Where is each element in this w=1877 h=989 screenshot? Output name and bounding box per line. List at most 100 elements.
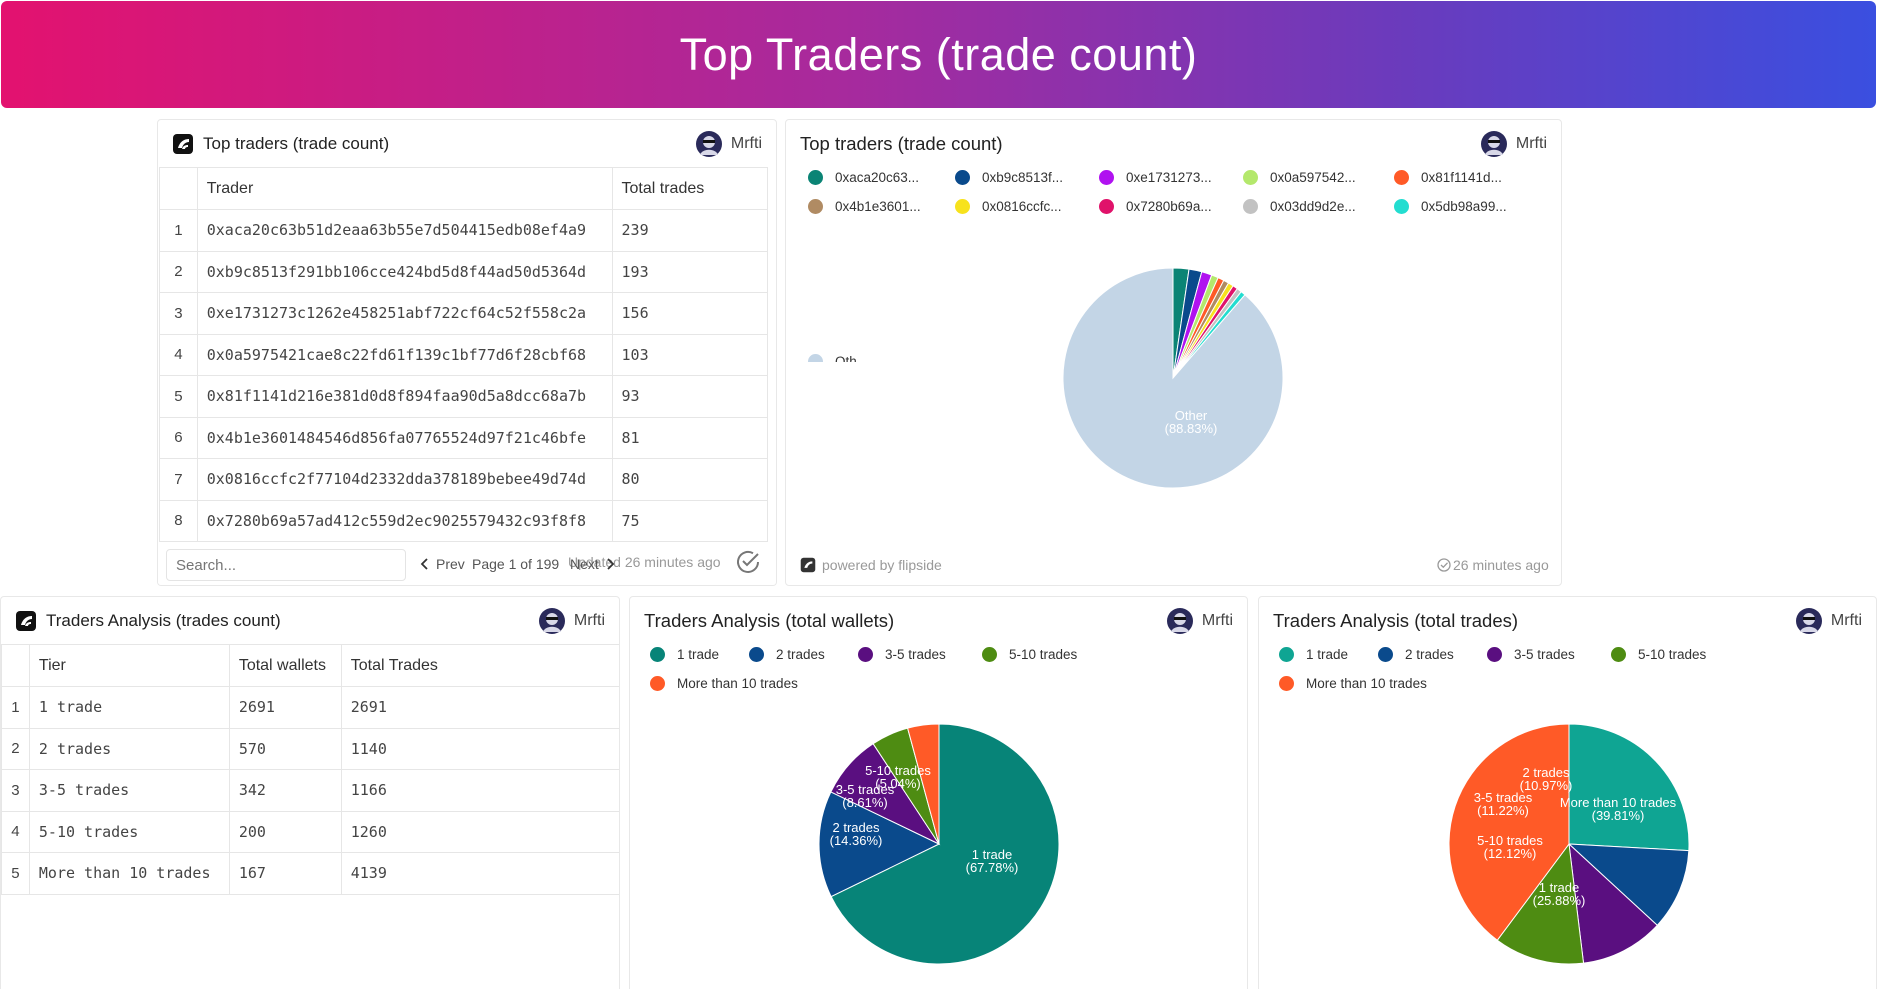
legend-label: 0x5db98a99... — [1421, 199, 1507, 214]
table-row[interactable]: 3 0xe1731273c1262e458251abf722cf64c52f558… — [159, 292, 768, 335]
next-page-button[interactable]: Next — [570, 556, 615, 572]
author-link[interactable]: Mrfti — [1480, 130, 1547, 157]
legend-item[interactable]: 0x7280b69a... — [1099, 199, 1212, 214]
chevron-right-icon — [607, 558, 615, 570]
pie-slice[interactable] — [1567, 843, 1690, 927]
legend-overflow-item[interactable]: Oth — [808, 354, 868, 362]
author-link[interactable]: Mrfti — [1795, 607, 1862, 634]
legend-item[interactable]: 0xaca20c63... — [808, 170, 919, 185]
table-row[interactable]: 4 0x0a5975421cae8c22fd61f139c1bf77d6f28cb… — [159, 333, 768, 376]
tier-value: 3-5 trades — [28, 769, 230, 812]
legend-dot — [808, 170, 823, 185]
legend-item[interactable]: More than 10 trades — [1279, 676, 1427, 691]
legend-item[interactable]: 5-10 trades — [1611, 647, 1706, 662]
index-header — [1, 644, 30, 687]
top-traders-table: Trader Total trades 1 0xaca20c63b51d2eaa6… — [159, 167, 768, 542]
legend-dot — [1243, 199, 1258, 214]
legend-item[interactable]: 0xb9c8513f... — [955, 170, 1063, 185]
table-row[interactable]: 7 0x0816ccfc2f77104d2332dda378189bebee49d… — [159, 458, 768, 501]
author-link[interactable]: Mrfti — [695, 130, 762, 157]
legend-label: 3-5 trades — [1514, 647, 1575, 662]
pie-slice[interactable] — [1448, 723, 1570, 941]
pie-slice[interactable] — [1062, 267, 1284, 489]
legend-label: 0xe1731273... — [1126, 170, 1212, 185]
tiers-table-card: Traders Analysis (trades count) Mrfti Ti… — [0, 596, 620, 989]
pie-slice[interactable] — [1568, 723, 1690, 852]
legend-item[interactable]: 0xe1731273... — [1099, 170, 1212, 185]
legend-dot — [955, 170, 970, 185]
trader-address[interactable]: 0xaca20c63b51d2eaa63b55e7d504415edb08ef4… — [196, 209, 613, 252]
column-header-total-trades[interactable]: Total Trades — [340, 644, 619, 687]
trader-address[interactable]: 0xb9c8513f291bb106cce424bd5d8f44ad50d536… — [196, 250, 613, 293]
search-input[interactable] — [166, 549, 406, 581]
column-header-total-wallets[interactable]: Total wallets — [228, 644, 342, 687]
trader-address[interactable]: 0xe1731273c1262e458251abf722cf64c52f558c… — [196, 292, 613, 335]
total-wallets-value: 2691 — [228, 686, 342, 729]
trader-address[interactable]: 0x0816ccfc2f77104d2332dda378189bebee49d7… — [196, 458, 613, 501]
pie-slice[interactable] — [907, 723, 940, 845]
total-trades-value: 75 — [611, 499, 768, 542]
legend-dot — [955, 199, 970, 214]
legend-item[interactable]: 0x03dd9d2e... — [1243, 199, 1356, 214]
legend-item[interactable]: 3-5 trades — [858, 647, 946, 662]
table-scroll-area[interactable]: Trader Total trades 1 0xaca20c63b51d2eaa6… — [159, 167, 768, 585]
legend-item[interactable]: 1 trade — [1279, 647, 1348, 662]
legend-item[interactable]: 3-5 trades — [1487, 647, 1575, 662]
table-row[interactable]: 4 5-10 trades 200 1260 — [1, 810, 619, 853]
legend-dot — [1394, 170, 1409, 185]
author-avatar-icon — [1480, 130, 1507, 157]
author-name: Mrfti — [730, 134, 762, 152]
flipside-logo-icon — [800, 557, 816, 573]
top-traders-pie-card: Top traders (trade count) Mrfti 0xaca20c… — [785, 119, 1562, 586]
legend-item[interactable]: 0x4b1e3601... — [808, 199, 921, 214]
pie-slice[interactable] — [830, 723, 1060, 965]
legend-item[interactable]: More than 10 trades — [650, 676, 798, 691]
prev-page-button[interactable]: Prev — [420, 556, 465, 572]
legend-item[interactable]: 5-10 trades — [982, 647, 1077, 662]
table-row[interactable]: 1 0xaca20c63b51d2eaa63b55e7d504415edb08ef… — [159, 209, 768, 252]
powered-by[interactable]: powered by flipside — [800, 557, 942, 573]
pie-slice[interactable] — [1496, 842, 1585, 965]
trader-address[interactable]: 0x81f1141d216e381d0d8f894faa90d5a8dcc68a… — [196, 375, 613, 418]
table-row[interactable]: 3 3-5 trades 342 1166 — [1, 769, 619, 812]
legend-item[interactable]: 0x5db98a99... — [1394, 199, 1507, 214]
legend-dot — [1099, 199, 1114, 214]
index-header — [159, 167, 198, 210]
trader-address[interactable]: 0x4b1e3601484546d856fa07765524d97f21c46b… — [196, 416, 613, 459]
legend-item[interactable]: 2 trades — [749, 647, 825, 662]
check-circle-icon — [737, 550, 759, 573]
pie-slice[interactable] — [818, 791, 941, 898]
table-row[interactable]: 6 0x4b1e3601484546d856fa07765524d97f21c46… — [159, 416, 768, 459]
column-header-total-trades[interactable]: Total trades — [611, 167, 768, 210]
trader-address[interactable]: 0x0a5975421cae8c22fd61f139c1bf77d6f28cbf… — [196, 333, 613, 376]
author-avatar-icon — [1166, 607, 1193, 634]
table-row[interactable]: 8 0x7280b69a57ad412c559d2ec9025579432c93f… — [159, 499, 768, 542]
legend-item[interactable]: 0x81f1141d... — [1394, 170, 1502, 185]
legend-label: 0x81f1141d... — [1421, 170, 1502, 185]
row-index: 7 — [159, 458, 198, 501]
author-link[interactable]: Mrfti — [538, 607, 605, 634]
trader-address[interactable]: 0x7280b69a57ad412c559d2ec9025579432c93f8… — [196, 499, 613, 542]
table-row[interactable]: 5 More than 10 trades 167 4139 — [1, 852, 619, 895]
author-name: Mrfti — [1201, 611, 1233, 629]
legend-dot — [1611, 647, 1626, 662]
pie-slice[interactable] — [1568, 842, 1658, 964]
legend-item[interactable]: 0x0816ccfc... — [955, 199, 1062, 214]
author-link[interactable]: Mrfti — [1166, 607, 1233, 634]
table-row[interactable]: 2 0xb9c8513f291bb106cce424bd5d8f44ad50d53… — [159, 250, 768, 293]
legend-item[interactable]: 2 trades — [1378, 647, 1454, 662]
wallets-pie-card: Traders Analysis (total wallets) Mrfti 1… — [629, 596, 1248, 989]
legend-item[interactable]: 0x0a597542... — [1243, 170, 1356, 185]
legend-item[interactable]: 1 trade — [650, 647, 719, 662]
author-avatar-icon — [538, 607, 565, 634]
updated-text: Updated 26 minutes ago — [568, 554, 721, 570]
column-header-trader[interactable]: Trader — [196, 167, 613, 210]
total-wallets-value: 167 — [228, 852, 342, 895]
card-title: Top traders (trade count) — [800, 132, 1003, 154]
row-index: 5 — [1, 852, 30, 895]
table-row[interactable]: 5 0x81f1141d216e381d0d8f894faa90d5a8dcc68… — [159, 375, 768, 418]
column-header-tier[interactable]: Tier — [28, 644, 230, 687]
